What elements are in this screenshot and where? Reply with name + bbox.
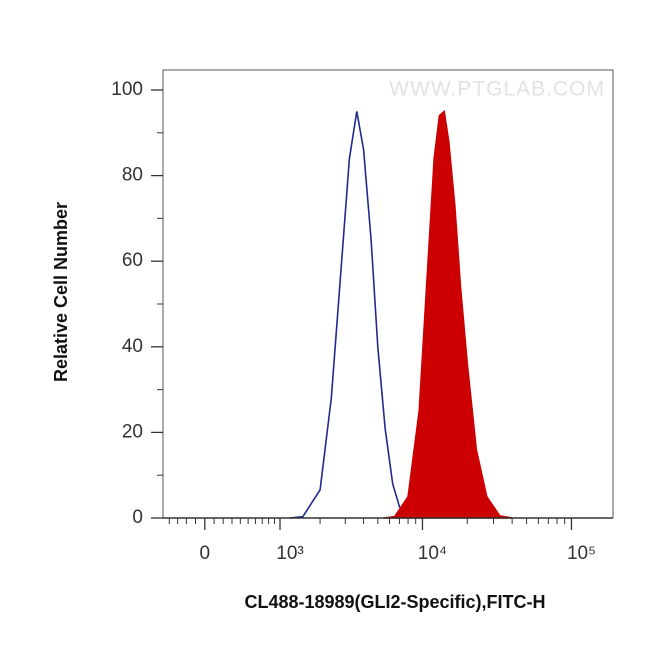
y-tick-label: 40 (122, 336, 143, 357)
x-axis-title: CL488-18989(GLI2-Specific),FITC-H (244, 592, 545, 612)
y-tick-label: 60 (122, 250, 143, 271)
histogram-area (383, 109, 513, 519)
x-tick-label: 0 (200, 543, 211, 564)
y-axis-title: Relative Cell Number (51, 202, 71, 382)
y-tick-label: 20 (122, 421, 143, 442)
y-tick-label: 100 (111, 79, 143, 100)
y-tick-label: 0 (132, 507, 143, 528)
x-tick-label: 10⁵ (567, 543, 596, 564)
x-tick-label: 10³ (276, 543, 303, 564)
watermark: WWW.PTGLAB.COM (389, 78, 605, 101)
x-tick-label: 10⁴ (418, 543, 447, 564)
plot-frame (162, 69, 614, 518)
y-tick-label: 80 (122, 165, 143, 186)
histogram-line (289, 111, 409, 519)
